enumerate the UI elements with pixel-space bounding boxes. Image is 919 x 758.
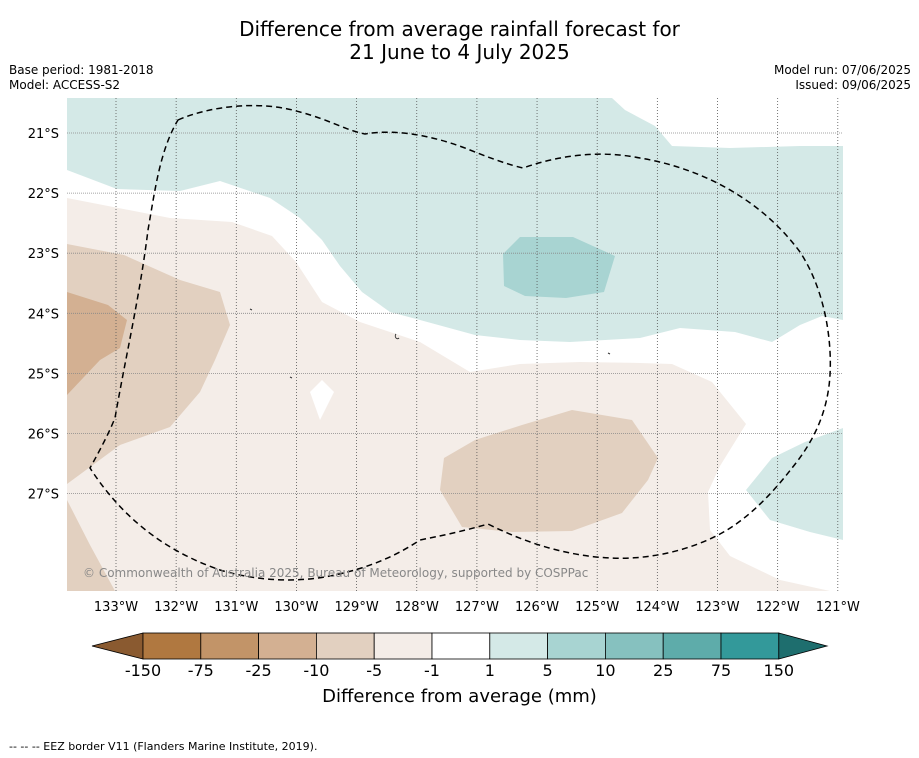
copyright-text: © Commonwealth of Australia 2025, Bureau…: [83, 566, 588, 580]
longitude-label: 130°W: [274, 600, 318, 615]
longitude-label: 128°W: [395, 600, 439, 615]
longitude-label: 121°W: [816, 600, 860, 615]
colorbar-tick-label: 150: [764, 661, 795, 680]
map-panel: [67, 98, 843, 591]
latitude-label: 25°S: [28, 367, 59, 382]
colorbar-segment: [373, 632, 433, 660]
wet-region-southeast: [746, 428, 843, 540]
colorbar-tick-label: -25: [246, 661, 272, 680]
colorbar-tick-label: 5: [543, 661, 553, 680]
colorbar-segment: [547, 632, 606, 660]
colorbar-segment: [605, 632, 664, 660]
base-period-text: Base period: 1981-2018: [9, 63, 154, 77]
colorbar-segment: [200, 632, 260, 660]
issued-text: Issued: 09/06/2025: [795, 78, 911, 92]
title-line-1: Difference from average rainfall forecas…: [239, 17, 680, 41]
longitude-label: 127°W: [455, 600, 499, 615]
colorbar-segment: [431, 632, 491, 660]
eez-footnote: -- -- -- EEZ border V11 (Flanders Marine…: [9, 740, 318, 753]
colorbar: -150 -75 -25 -10 -5 -1 1 5 10 25 75 150: [91, 632, 829, 680]
latitude-label: 27°S: [28, 488, 59, 503]
dry-region-south-central: [440, 410, 658, 532]
latitude-label: 22°S: [28, 187, 59, 202]
colorbar-segment: [258, 632, 317, 660]
wet-region-inner: [503, 237, 615, 298]
colorbar-segment: [489, 632, 548, 660]
graticule: [67, 98, 843, 591]
right-metadata: Model run: 07/06/2025 Issued: 09/06/2025: [774, 63, 911, 93]
longitude-label: 123°W: [695, 600, 739, 615]
longitude-label: 122°W: [756, 600, 800, 615]
colorbar-label: Difference from average (mm): [322, 686, 597, 707]
longitude-label: 131°W: [214, 600, 258, 615]
colorbar-segment: [662, 632, 722, 660]
latitude-label: 21°S: [28, 127, 59, 142]
latitude-labels: 21°S 22°S 23°S 24°S 25°S 26°S 27°S: [28, 127, 59, 503]
dry-region-far-west: [67, 292, 127, 395]
dry-region-west: [67, 198, 830, 591]
left-metadata: Base period: 1981-2018 Model: ACCESS-S2: [9, 63, 154, 93]
colorbar-tick-label: -150: [125, 661, 161, 680]
longitude-label: 125°W: [575, 600, 619, 615]
longitude-label: 133°W: [94, 600, 138, 615]
model-run-text: Model run: 07/06/2025: [773, 63, 911, 77]
dry-region-middle: [67, 244, 230, 484]
colorbar-extend-high: [778, 632, 829, 660]
longitude-labels: 133°W 132°W 131°W 130°W 129°W 128°W 127°W 126°W…: [94, 600, 860, 615]
latitude-label: 24°S: [28, 307, 59, 322]
colorbar-segment: [142, 632, 202, 660]
title-line-2: 21 June to 4 July 2025: [349, 40, 570, 64]
latitude-label: 26°S: [28, 428, 59, 443]
colorbar-extend-low: [91, 632, 144, 660]
eez-border: [89, 104, 832, 581]
longitude-label: 132°W: [154, 600, 198, 615]
blank-pocket: [310, 380, 334, 420]
colorbar-tick-label: -75: [188, 661, 214, 680]
colorbar-tick-label: 1: [485, 661, 495, 680]
colorbar-segment: [720, 632, 780, 660]
colorbar-tick-label: -10: [303, 661, 329, 680]
contour-marks: [249, 308, 611, 379]
colorbar-tick-label: -5: [366, 661, 382, 680]
longitude-label: 126°W: [515, 600, 559, 615]
model-text: Model: ACCESS-S2: [9, 78, 121, 92]
colorbar-segment: [315, 632, 375, 660]
colorbar-tick-label: 75: [711, 661, 731, 680]
colorbar-tick-label: 10: [595, 661, 615, 680]
chart-title: Difference from average rainfall forecas…: [0, 18, 919, 64]
colorbar-tick-label: 25: [653, 661, 673, 680]
longitude-label: 124°W: [635, 600, 679, 615]
latitude-label: 23°S: [28, 247, 59, 262]
colorbar-tick-label: -1: [424, 661, 440, 680]
longitude-label: 129°W: [335, 600, 379, 615]
dry-region-southwest: [67, 500, 115, 591]
